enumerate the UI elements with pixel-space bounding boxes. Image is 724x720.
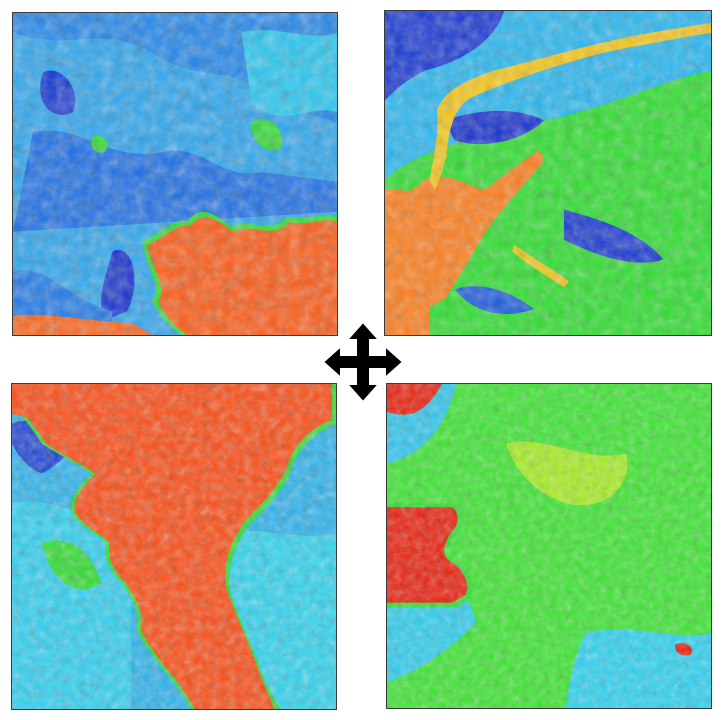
heatmap-panel-top-left — [12, 12, 338, 336]
false-color-image-bottom-right — [387, 384, 711, 708]
heatmap-panel-top-right — [384, 10, 712, 336]
false-color-image-top-left — [13, 13, 337, 335]
move-cursor-icon[interactable] — [321, 320, 405, 404]
heatmap-panel-bottom-right — [386, 383, 712, 709]
false-color-image-top-right — [385, 11, 711, 335]
heatmap-panel-bottom-left — [11, 383, 337, 710]
false-color-image-bottom-left — [12, 384, 336, 709]
four-way-arrow-icon — [321, 320, 405, 404]
